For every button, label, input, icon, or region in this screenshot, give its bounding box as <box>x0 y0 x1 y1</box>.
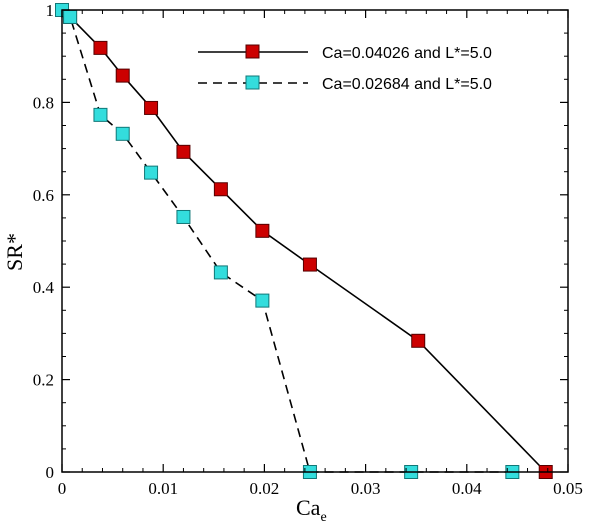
series-2-point <box>213 265 228 280</box>
x-tick-label: 0 <box>58 479 67 498</box>
series-1-point <box>213 182 228 197</box>
series-1-point <box>144 100 159 115</box>
y-tick-label: 1 <box>46 1 55 20</box>
x-axis-label-subscript: e <box>320 510 326 525</box>
series-1-point <box>411 333 426 348</box>
legend-marker-series-1 <box>245 44 260 59</box>
y-tick-label: 0.8 <box>33 93 54 112</box>
legend: Ca=0.04026 and L*=5.0 Ca=0.02684 and L*=… <box>198 44 492 93</box>
series-2-point <box>115 126 130 141</box>
x-tick-label: 0.03 <box>351 479 381 498</box>
series-1-point <box>115 68 130 83</box>
series-2-point <box>144 165 159 180</box>
legend-label-series-1: Ca=0.04026 and L*=5.0 <box>322 45 492 62</box>
y-tick-label: 0.4 <box>33 278 55 297</box>
series-2-point <box>63 9 78 24</box>
x-tick-label: 0.01 <box>148 479 178 498</box>
y-tick-label: 0.2 <box>33 371 54 390</box>
x-axis-label-main: Ca <box>296 495 321 520</box>
x-tick-label: 0.02 <box>250 479 280 498</box>
series-1-point <box>176 144 191 159</box>
axis-ticks: 0 0.01 0.02 0.03 0.04 0.05 0 0.2 0.4 0.6 0.8 1 <box>33 1 583 498</box>
series-1-point <box>255 223 270 238</box>
x-tick-label: 0.04 <box>452 479 482 498</box>
series-1-point <box>93 40 108 55</box>
series-1-point <box>302 257 317 272</box>
plot-frame <box>61 9 569 473</box>
series-2-point <box>93 107 108 122</box>
chart-marks <box>55 3 553 479</box>
legend-label-series-2: Ca=0.02684 and L*=5.0 <box>322 76 492 93</box>
y-tick-label: 0 <box>46 463 55 482</box>
x-tick-label: 0.05 <box>553 479 583 498</box>
series-2-point <box>176 209 191 224</box>
x-axis-label: Cae <box>296 495 327 525</box>
series-2-point <box>255 293 270 308</box>
y-axis-label: SR* <box>2 233 27 271</box>
y-tick-label: 0.6 <box>33 186 54 205</box>
legend-marker-series-2 <box>245 75 260 90</box>
